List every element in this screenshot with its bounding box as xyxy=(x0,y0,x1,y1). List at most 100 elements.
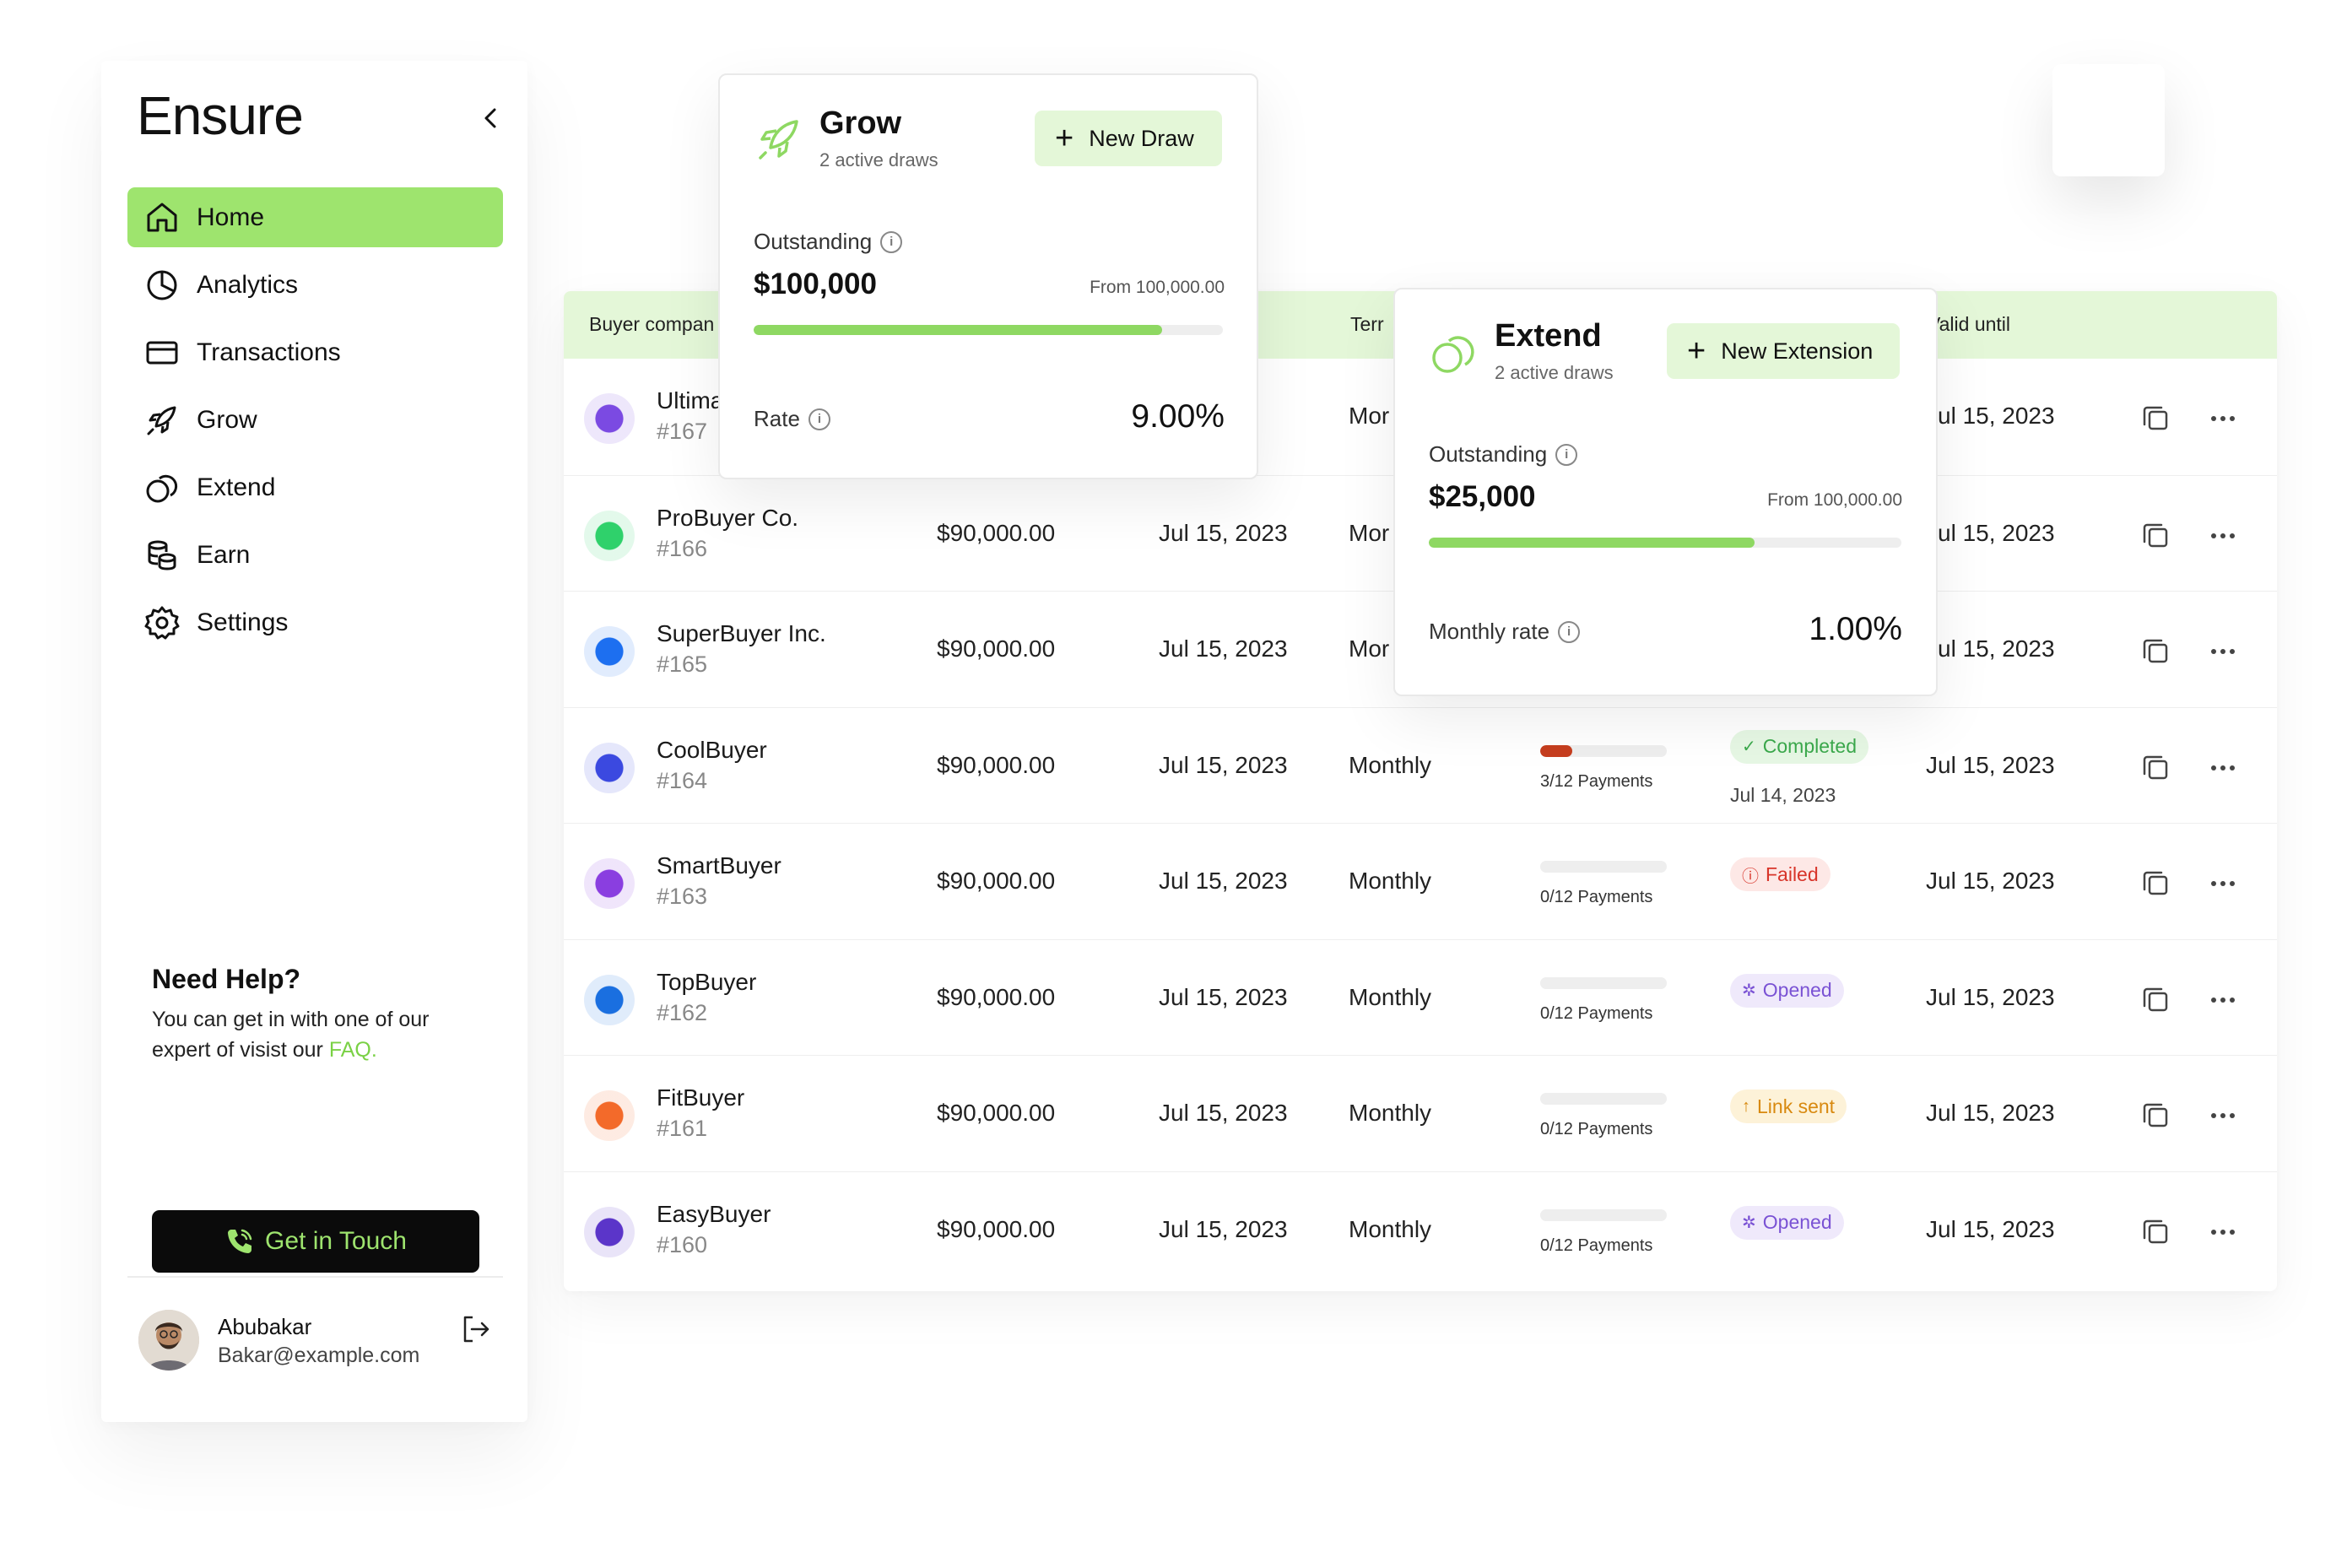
sidebar-item-label: Settings xyxy=(197,608,289,636)
buyer-name[interactable]: Ultima xyxy=(657,387,724,414)
logout-icon xyxy=(463,1316,489,1343)
payments-progress-bar xyxy=(1540,861,1667,873)
info-icon[interactable]: i xyxy=(1555,443,1578,466)
more-options-button[interactable] xyxy=(2206,1219,2240,1245)
get-in-touch-label: Get in Touch xyxy=(265,1227,407,1255)
info-icon[interactable]: i xyxy=(808,408,830,430)
rocket-icon xyxy=(143,401,181,440)
user-name: Abubakar xyxy=(218,1314,312,1339)
more-options-button[interactable] xyxy=(2206,871,2240,896)
extend-icon xyxy=(143,468,181,507)
copy-button[interactable] xyxy=(2139,866,2172,900)
buyer-name[interactable]: EasyBuyer xyxy=(657,1200,771,1227)
extend-rate-label: Monthly rate i xyxy=(1429,619,1581,645)
sidebar-item-extend[interactable]: Extend xyxy=(127,457,503,517)
term: Monthly xyxy=(1349,1215,1432,1242)
table-row[interactable]: SuperBuyer Inc. #165 $90,000.00 Jul 15, 202… xyxy=(564,591,2277,707)
copy-icon xyxy=(2143,755,2168,779)
buyer-logo-icon xyxy=(584,974,635,1025)
buyer-name[interactable]: SuperBuyer Inc. xyxy=(657,620,826,646)
amount: $90,000.00 xyxy=(937,635,1056,662)
copy-button[interactable] xyxy=(2139,634,2172,668)
status-label: Opened xyxy=(1762,1211,1832,1233)
copy-button[interactable] xyxy=(2139,401,2172,435)
term: Monthly xyxy=(1349,751,1432,778)
pie-chart-icon xyxy=(143,266,181,305)
buyer-logo-icon xyxy=(584,1206,635,1257)
new-draw-button[interactable]: + New Draw xyxy=(1035,111,1222,166)
buyer-name[interactable]: SmartBuyer xyxy=(657,852,781,879)
buyer-logo-icon xyxy=(584,858,635,909)
buyer-name[interactable]: CoolBuyer xyxy=(657,736,767,763)
valid-until: Jul 15, 2023 xyxy=(1926,1100,2055,1126)
buyer-id: #166 xyxy=(657,535,708,561)
sidebar-item-analytics[interactable]: Analytics xyxy=(127,255,503,315)
buyer-name[interactable]: TopBuyer xyxy=(657,968,757,995)
more-options-button[interactable] xyxy=(2206,639,2240,664)
buyer-logo-icon xyxy=(584,742,635,793)
date: Jul 15, 2023 xyxy=(1159,519,1288,546)
sidebar-item-earn[interactable]: Earn xyxy=(127,525,503,585)
extend-outstanding-label: Outstanding i xyxy=(1429,441,1578,468)
more-options-button[interactable] xyxy=(2206,987,2240,1013)
sidebar-item-grow[interactable]: Grow xyxy=(127,390,503,450)
date: Jul 15, 2023 xyxy=(1159,751,1288,778)
table-row[interactable]: ProBuyer Co. #166 $90,000.00 Jul 15, 2023 Mo… xyxy=(564,474,2277,592)
sidebar-item-home[interactable]: Home xyxy=(127,187,503,247)
valid-until: Jul 15, 2023 xyxy=(1926,635,2055,662)
table-row[interactable]: CoolBuyer #164 $90,000.00 Jul 15, 2023 Month… xyxy=(564,706,2277,824)
chevron-left-icon xyxy=(484,108,496,128)
buyer-id: #167 xyxy=(657,419,708,444)
logout-button[interactable] xyxy=(459,1312,493,1346)
divider xyxy=(127,1276,503,1278)
extend-card: Extend 2 active draws + New Extension Ou… xyxy=(1393,288,1938,696)
term: Mor xyxy=(1349,635,1390,662)
table-row[interactable]: TopBuyer #162 $90,000.00 Jul 15, 2023 Monthl… xyxy=(564,938,2277,1056)
extend-title: Extend xyxy=(1495,318,1602,354)
table-row[interactable]: Ultima#167023MorJul 15, 2023 xyxy=(564,359,2277,474)
copy-button[interactable] xyxy=(2139,1098,2172,1132)
copy-icon xyxy=(2143,406,2168,430)
header-buyer[interactable]: Buyer compan xyxy=(589,313,715,335)
payments-count: 3/12 Payments xyxy=(1540,771,1653,791)
table-row[interactable]: FitBuyer #161 $90,000.00 Jul 15, 2023 Monthl… xyxy=(564,1055,2277,1171)
more-options-button[interactable] xyxy=(2206,523,2240,549)
get-in-touch-button[interactable]: Get in Touch xyxy=(152,1210,479,1273)
payments-progress-fill xyxy=(1540,744,1572,757)
extend-from: From 100,000.00 xyxy=(1767,490,1902,510)
user-email: Bakar@example.com xyxy=(218,1344,420,1367)
more-options-button[interactable] xyxy=(2206,755,2240,781)
new-extension-button[interactable]: + New Extension xyxy=(1667,323,1900,379)
more-options-button[interactable] xyxy=(2206,1103,2240,1128)
header-term[interactable]: Terr xyxy=(1350,313,1384,335)
faq-link[interactable]: FAQ. xyxy=(328,1038,377,1062)
payments-count: 0/12 Payments xyxy=(1540,888,1653,906)
avatar[interactable] xyxy=(138,1310,199,1371)
info-icon[interactable]: i xyxy=(1558,620,1581,643)
buyer-id: #163 xyxy=(657,884,708,909)
header-valid-until[interactable]: Valid until xyxy=(1928,313,2011,335)
copy-button[interactable] xyxy=(2139,750,2172,784)
more-horizontal-icon xyxy=(2211,997,2235,1003)
info-icon[interactable]: i xyxy=(880,230,903,253)
buyer-name[interactable]: FitBuyer xyxy=(657,1084,745,1111)
buyer-name[interactable]: ProBuyer Co. xyxy=(657,504,799,531)
amount: $90,000.00 xyxy=(937,983,1056,1010)
sidebar: Ensure Home Analytics Transactions xyxy=(101,61,527,1422)
sidebar-item-settings[interactable]: Settings xyxy=(127,592,503,652)
table-row[interactable]: SmartBuyer #163 $90,000.00 Jul 15, 2023 Mont… xyxy=(564,823,2277,939)
date: Jul 15, 2023 xyxy=(1159,868,1288,894)
copy-button[interactable] xyxy=(2139,1214,2172,1248)
more-options-button[interactable] xyxy=(2206,406,2240,431)
copy-icon xyxy=(2143,1219,2168,1243)
gear-icon xyxy=(143,603,181,642)
collapse-sidebar-button[interactable] xyxy=(474,101,508,135)
buyer-logo-icon xyxy=(584,626,635,677)
table-row[interactable]: EasyBuyer #160 $90,000.00 Jul 15, 2023 Month… xyxy=(564,1171,2277,1288)
sidebar-item-transactions[interactable]: Transactions xyxy=(127,322,503,382)
extend-subtitle: 2 active draws xyxy=(1495,362,1614,383)
status-badge: ✲ Opened xyxy=(1730,973,1844,1008)
copy-button[interactable] xyxy=(2139,518,2172,552)
copy-button[interactable] xyxy=(2139,982,2172,1016)
buyer-id: #162 xyxy=(657,999,708,1025)
